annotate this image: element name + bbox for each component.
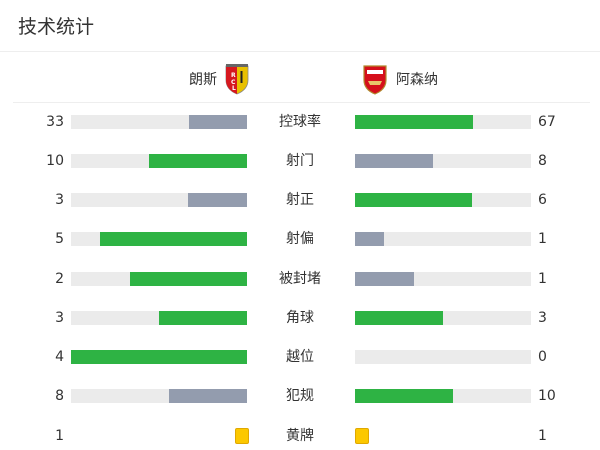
away-team-name: 阿森纳 — [396, 72, 438, 88]
away-bar-track — [355, 311, 531, 325]
home-bar-fill — [168, 389, 247, 403]
away-bar-fill — [355, 272, 414, 286]
stat-label: 犯规 — [286, 388, 314, 404]
svg-text:C: C — [231, 79, 236, 86]
away-value: 3 — [538, 310, 547, 326]
home-value: 33 — [46, 114, 64, 130]
stat-row: 1 黄牌 1 — [0, 428, 600, 444]
away-bar-fill — [355, 154, 434, 168]
home-value: 1 — [55, 428, 64, 444]
away-value: 67 — [538, 114, 556, 130]
home-bar-track — [71, 350, 247, 364]
away-value: 8 — [538, 153, 547, 169]
away-value: 1 — [538, 271, 547, 287]
arsenal-crest-icon — [363, 65, 387, 95]
divider — [0, 51, 600, 52]
home-bar-track — [71, 193, 247, 207]
away-bar-track — [355, 389, 531, 403]
home-bar-track — [71, 311, 247, 325]
stat-label: 黄牌 — [286, 428, 314, 444]
stat-label: 射正 — [286, 192, 314, 208]
away-bar-track — [355, 272, 531, 286]
yellow-card-icon — [355, 428, 369, 444]
stat-row: 5 射偏 1 — [0, 231, 600, 247]
home-team-name: 朗斯 — [189, 72, 217, 88]
home-bar-fill — [100, 232, 247, 246]
away-value: 0 — [538, 349, 547, 365]
home-value: 4 — [55, 349, 64, 365]
away-value: 10 — [538, 388, 556, 404]
home-bar-fill — [159, 311, 247, 325]
rc-lens-crest-icon: RCL — [225, 64, 249, 95]
home-bar-track — [71, 389, 247, 403]
stat-row: 4 越位 0 — [0, 349, 600, 365]
away-bar-track — [355, 154, 531, 168]
yellow-card-icon — [235, 428, 249, 444]
stat-label: 被封堵 — [279, 271, 321, 287]
away-bar-fill — [355, 232, 385, 246]
away-bar-fill — [355, 193, 473, 207]
away-bar-track — [355, 115, 531, 129]
away-value: 6 — [538, 192, 547, 208]
away-bar-track — [355, 350, 531, 364]
away-bar-track — [355, 232, 531, 246]
home-bar-track — [71, 115, 247, 129]
away-value: 1 — [538, 428, 547, 444]
stat-row: 2 被封堵 1 — [0, 271, 600, 287]
stat-row: 8 犯规 10 — [0, 388, 600, 404]
svg-text:L: L — [232, 85, 236, 92]
home-bar-fill — [129, 272, 247, 286]
stat-row: 3 射正 6 — [0, 192, 600, 208]
home-value: 3 — [55, 310, 64, 326]
stat-row: 10 射门 8 — [0, 153, 600, 169]
divider — [13, 102, 590, 103]
home-value: 8 — [55, 388, 64, 404]
home-bar-fill — [188, 115, 247, 129]
stat-label: 越位 — [286, 349, 314, 365]
stat-row: 3 角球 3 — [0, 310, 600, 326]
stat-label: 射偏 — [286, 231, 314, 247]
stat-label: 控球率 — [279, 114, 321, 130]
stat-row: 33 控球率 67 — [0, 114, 600, 130]
home-value: 10 — [46, 153, 64, 169]
home-bar-fill — [149, 154, 247, 168]
page-title: 技术统计 — [18, 16, 95, 38]
home-bar-track — [71, 272, 247, 286]
home-value: 3 — [55, 192, 64, 208]
home-value: 2 — [55, 271, 64, 287]
home-bar-track — [71, 232, 247, 246]
stat-label: 角球 — [286, 310, 314, 326]
away-value: 1 — [538, 231, 547, 247]
home-bar-track — [71, 154, 247, 168]
away-team[interactable]: 阿森纳 — [362, 64, 438, 95]
home-value: 5 — [55, 231, 64, 247]
away-bar-fill — [355, 115, 473, 129]
away-bar-fill — [355, 311, 443, 325]
svg-text:R: R — [231, 72, 236, 79]
away-bar-track — [355, 193, 531, 207]
home-bar-fill — [71, 350, 247, 364]
stat-label: 射门 — [286, 153, 314, 169]
home-bar-fill — [188, 193, 247, 207]
away-bar-fill — [355, 389, 453, 403]
